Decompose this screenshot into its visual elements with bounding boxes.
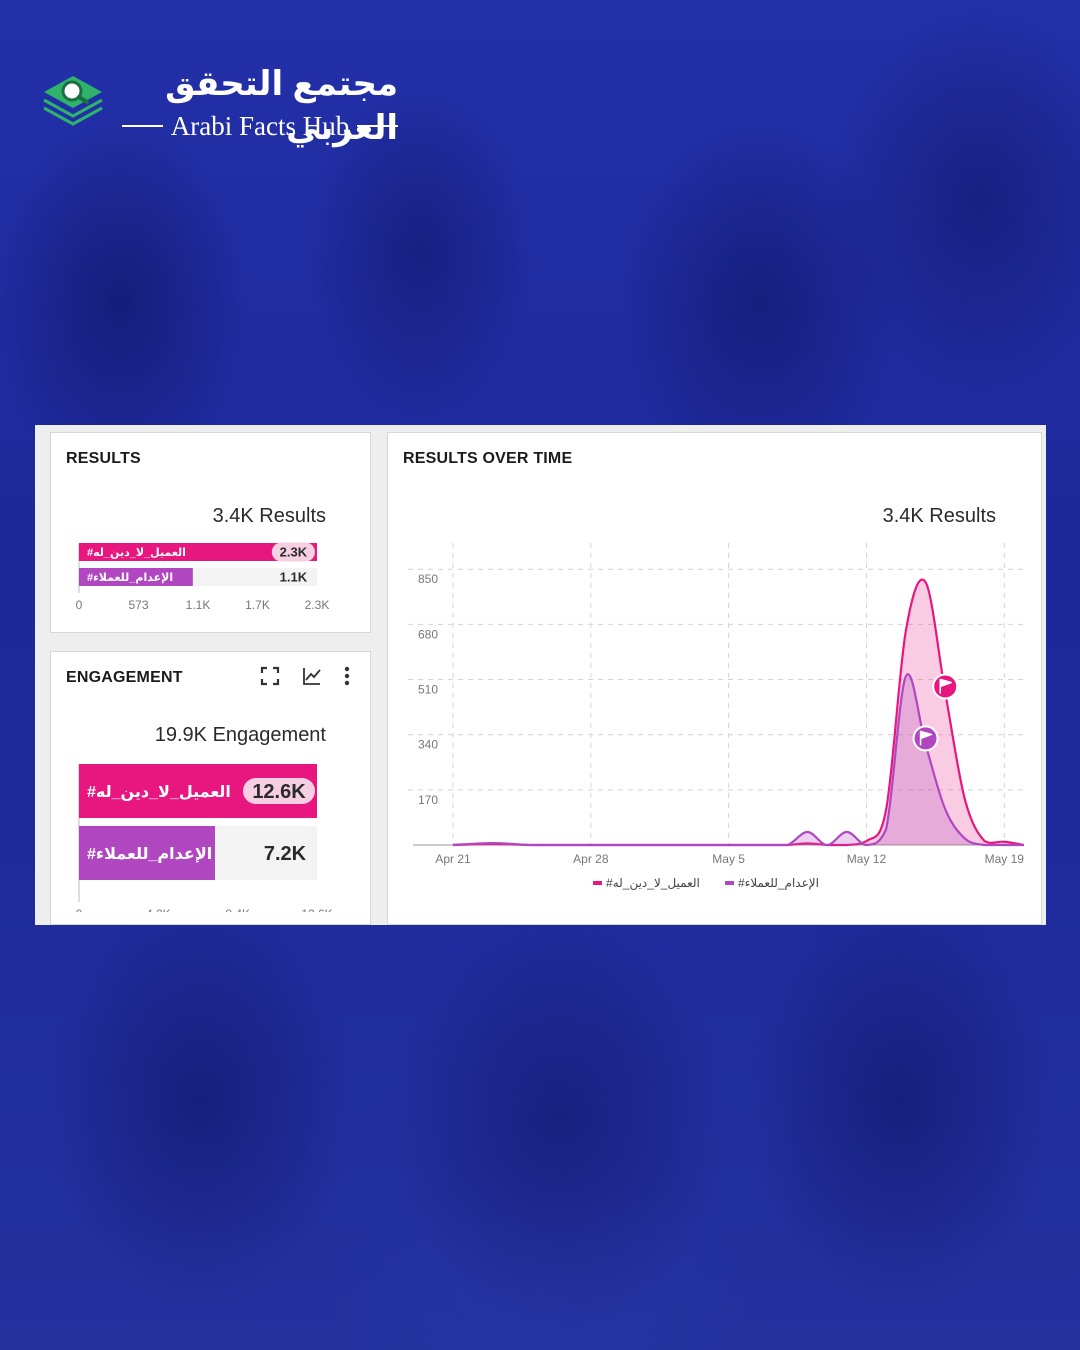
bar-category-label: #الإعدام_للعملاء: [87, 846, 212, 863]
bar[interactable]: [79, 826, 215, 880]
bar-value-label: 12.6K: [252, 781, 306, 803]
y-tick-label: 510: [418, 683, 438, 697]
bar-category-label: #الإعدام_للعملاء: [87, 572, 173, 584]
magnifier-layers-icon: [43, 76, 103, 126]
bar[interactable]: [79, 543, 317, 561]
results-card: RESULTS 3.4K Results #العميل_لا_دين_له 2.…: [50, 432, 371, 633]
x-tick-label: 0: [76, 598, 83, 612]
y-tick-label: 340: [418, 738, 438, 752]
bar-category-label: #العميل_لا_دين_له: [87, 547, 186, 559]
value-pill: [243, 778, 315, 804]
y-tick-label: 850: [418, 572, 438, 586]
results-card-title: RESULTS: [66, 450, 141, 467]
x-tick-label: May 5: [712, 852, 745, 866]
engagement-total: 19.9K Engagement: [154, 724, 326, 746]
flag-icon[interactable]: [932, 673, 959, 700]
legend-label: #العميل_لا_دين_له: [606, 876, 700, 891]
x-tick-label: 1.1K: [186, 598, 211, 612]
engagement-card-title: ENGAGEMENT: [66, 669, 183, 686]
more-vertical-icon[interactable]: [344, 666, 350, 686]
x-tick-label: 12.6K: [301, 907, 332, 912]
engagement-card: ENGAGEMENT 19.9K Engagement #العميل_لا_د…: [50, 651, 371, 925]
value-pill: [271, 542, 315, 562]
legend-swatch: [725, 881, 734, 885]
x-tick-label: 1.7K: [245, 598, 270, 612]
dashboard-panel: RESULTS 3.4K Results #العميل_لا_دين_له 2.…: [35, 425, 1046, 925]
x-tick-label: 0: [76, 907, 83, 912]
x-tick-label: 573: [128, 598, 148, 612]
legend-label: #الإعدام_للعملاء: [738, 876, 819, 890]
x-tick-label: May 19: [985, 852, 1025, 866]
y-tick-label: 170: [418, 793, 438, 807]
brand-rule-left: [122, 125, 163, 127]
time-card-title: RESULTS OVER TIME: [403, 450, 573, 467]
flag-icon[interactable]: [912, 725, 939, 752]
x-tick-label: May 12: [847, 852, 887, 866]
x-tick-label: 4.2K: [146, 907, 171, 912]
bar-value-label: 1.1K: [280, 570, 308, 585]
series-area: [453, 579, 1024, 845]
engagement-toolbar: [260, 666, 350, 686]
bar[interactable]: [79, 568, 193, 586]
brand-english-row: Arabi Facts Hub: [122, 110, 398, 142]
x-tick-label: 8.4K: [225, 907, 250, 912]
bar-value-label: 7.2K: [264, 843, 307, 865]
results-total: 3.4K Results: [212, 505, 326, 527]
x-tick-label: 2.3K: [305, 598, 330, 612]
brand-english: Arabi Facts Hub: [170, 111, 350, 141]
legend-swatch: [593, 881, 602, 885]
y-tick-label: 680: [418, 627, 438, 641]
results-over-time-card: RESULTS OVER TIME 3.4K Results 170 340 510…: [387, 432, 1042, 925]
line-chart-icon[interactable]: [302, 666, 322, 686]
x-tick-label: Apr 28: [573, 852, 609, 866]
results-area-chart: 170 340 510 680 850 Apr 21 Apr 28 May 5 May 12 Ma…: [408, 543, 1025, 891]
x-tick-label: Apr 21: [435, 852, 471, 866]
series-area: [453, 674, 1024, 845]
brand-arabic: مجتمع التحقق العربي: [165, 65, 398, 147]
bar-value-label: 2.3K: [280, 545, 308, 560]
time-total: 3.4K Results: [882, 505, 996, 527]
expand-icon[interactable]: [260, 666, 280, 686]
series-line[interactable]: [452, 673, 1024, 847]
bar-category-label: #العميل_لا_دين_له: [87, 784, 231, 801]
engagement-bar-chart: #العميل_لا_دين_له 12.6K #الإعدام_للعملاء 7.…: [76, 764, 333, 912]
brand-rule-right: [357, 125, 398, 127]
results-bar-chart: #العميل_لا_دين_له 2.3K #الإعدام_للعملاء 1.1…: [76, 542, 330, 612]
